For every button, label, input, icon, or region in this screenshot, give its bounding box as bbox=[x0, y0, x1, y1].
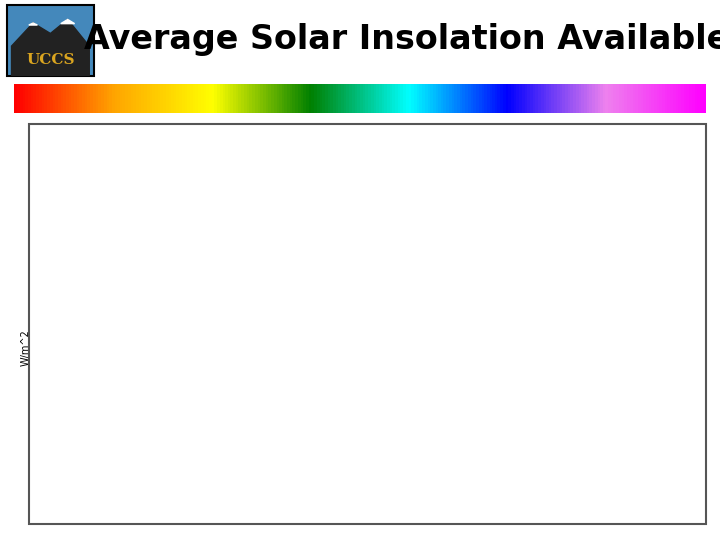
Bar bbox=[147, 326, 166, 491]
Polygon shape bbox=[12, 19, 89, 76]
Text: White Sands 32 deg: White Sands 32 deg bbox=[375, 174, 473, 184]
Bar bbox=[127, 360, 147, 491]
Bar bbox=[641, 404, 660, 491]
Bar bbox=[96, 356, 115, 491]
Bar bbox=[352, 200, 372, 491]
Bar bbox=[506, 274, 526, 491]
Bar bbox=[198, 284, 218, 491]
Bar bbox=[487, 299, 506, 491]
Bar bbox=[301, 222, 320, 491]
FancyBboxPatch shape bbox=[7, 5, 94, 76]
Polygon shape bbox=[60, 19, 75, 24]
Bar bbox=[590, 383, 609, 491]
Bar bbox=[609, 349, 629, 491]
Bar bbox=[354, 164, 369, 194]
Text: Akron 41 deg: Akron 41 deg bbox=[289, 174, 354, 184]
Bar bbox=[76, 389, 96, 491]
Bar bbox=[230, 254, 250, 491]
Bar bbox=[333, 201, 352, 491]
Bar bbox=[179, 313, 198, 491]
Text: Purple = Akron (kW): Purple = Akron (kW) bbox=[42, 138, 187, 151]
Text: Average Solar Insolation Available: Average Solar Insolation Available bbox=[84, 23, 720, 56]
Bar bbox=[455, 242, 474, 491]
Text: Blue = White Sands (kW): Blue = White Sands (kW) bbox=[42, 177, 220, 190]
Bar bbox=[558, 310, 577, 491]
Text: Average solar insolation by month: Average solar insolation by month bbox=[258, 133, 449, 143]
Bar bbox=[538, 339, 558, 491]
Bar bbox=[660, 368, 680, 491]
Text: Includes Effects of
Day Length
Sun Angles: Includes Effects of Day Length Sun Angle… bbox=[553, 133, 692, 180]
Y-axis label: W/m^2: W/m^2 bbox=[21, 329, 31, 366]
Polygon shape bbox=[29, 23, 37, 25]
Bar bbox=[282, 226, 301, 491]
Bar bbox=[436, 254, 455, 491]
Bar bbox=[384, 226, 404, 491]
Text: UCCS: UCCS bbox=[26, 53, 75, 67]
Bar bbox=[250, 242, 269, 491]
Bar bbox=[404, 222, 423, 491]
Bar bbox=[268, 164, 282, 194]
